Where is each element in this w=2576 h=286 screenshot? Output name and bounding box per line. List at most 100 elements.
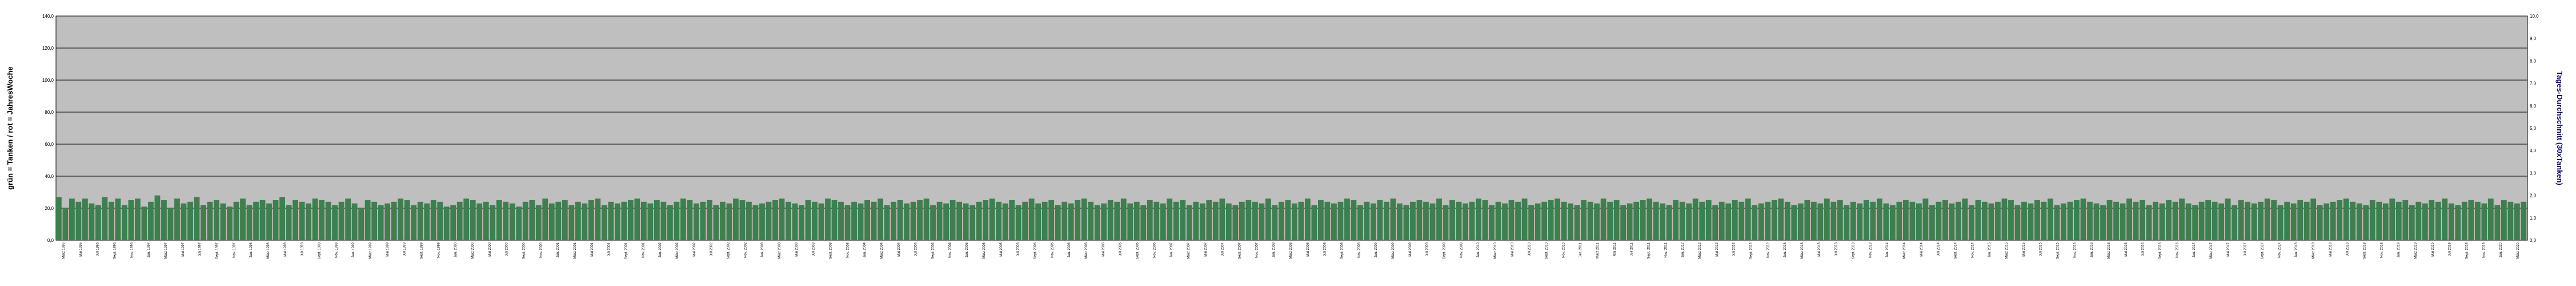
bar — [2323, 203, 2330, 240]
bar — [345, 198, 351, 240]
x-tick-label: Jan. 2003 — [761, 242, 764, 257]
x-tick-label: Jan. 2014 — [1886, 242, 1889, 257]
bar — [1193, 201, 1199, 240]
x-tick-label: Nov. 2010 — [1562, 242, 1565, 258]
bar — [562, 200, 568, 240]
bar — [456, 201, 463, 240]
bar — [575, 201, 581, 240]
bar — [1318, 200, 1324, 240]
x-tick-label: Juli 2002 — [710, 242, 714, 256]
bar — [1666, 205, 1672, 240]
bar — [319, 200, 324, 240]
x-tick-label: Juli 2008 — [1324, 242, 1327, 256]
x-tick-label: Juli 2014 — [1937, 242, 1941, 256]
x-tick-label: März 2013 — [1801, 242, 1804, 259]
bar — [1285, 200, 1291, 240]
x-tick-label: Mai 2012 — [1716, 242, 1719, 256]
bar — [844, 205, 851, 240]
bar — [1883, 203, 1889, 240]
x-tick-label: März 2016 — [2108, 242, 2111, 259]
bar — [273, 200, 279, 240]
bar — [1028, 198, 1035, 240]
bar — [371, 201, 378, 240]
bar — [884, 205, 890, 240]
bar — [2382, 203, 2389, 240]
bar — [1259, 203, 1265, 240]
bar — [1160, 203, 1166, 240]
x-tick-label: Juli 2001 — [608, 242, 611, 256]
bar — [1587, 201, 1593, 240]
bar — [220, 203, 226, 240]
x-tick-label: Nov. 2011 — [1664, 242, 1668, 257]
bar — [2284, 201, 2290, 240]
x-tick-label: Mai 1998 — [284, 242, 287, 256]
x-tick-label: Jan. 2001 — [556, 242, 560, 257]
x-tick-label: Juli 1996 — [97, 242, 100, 256]
bar — [2014, 205, 2021, 240]
bar — [2369, 200, 2375, 240]
bar — [411, 205, 417, 240]
bar — [1922, 198, 1929, 240]
bar — [700, 201, 706, 240]
bar — [1239, 201, 1245, 240]
bar — [424, 203, 430, 240]
bar — [2028, 203, 2034, 240]
x-tick-label: Jan. 2002 — [659, 242, 662, 257]
bar — [2356, 203, 2362, 240]
x-tick-label: Nov. 2000 — [539, 242, 543, 258]
bar — [2093, 203, 2100, 240]
bar — [582, 203, 588, 240]
bar — [1758, 203, 1764, 240]
bar — [259, 200, 266, 240]
bar — [2461, 201, 2467, 240]
bar — [167, 208, 174, 240]
bar — [1075, 200, 1081, 240]
bar — [201, 205, 206, 240]
x-tick-label: Mai 1999 — [386, 242, 390, 256]
x-tick-label: Sept. 2017 — [2261, 242, 2265, 259]
bar — [1995, 201, 2001, 240]
bar — [1607, 201, 1613, 240]
bar — [1771, 200, 1777, 240]
bar — [398, 198, 404, 240]
bar — [325, 201, 331, 240]
bar — [640, 201, 647, 240]
bar — [1982, 201, 1988, 240]
x-tick-label: Juli 2018 — [2346, 242, 2350, 256]
x-tick-label: Mai 1996 — [79, 242, 83, 256]
bar — [2133, 201, 2139, 240]
bar — [2310, 198, 2317, 240]
bar — [1804, 200, 1810, 240]
bar — [483, 201, 489, 240]
bar — [1364, 201, 1370, 240]
x-tick-label: Jan. 2016 — [2090, 242, 2094, 257]
bar — [2297, 200, 2303, 240]
bar — [1278, 201, 1284, 240]
bar — [2205, 200, 2212, 240]
y-right-tick-label: 5,0 — [2530, 126, 2537, 131]
bar — [2159, 203, 2165, 240]
bar — [2126, 198, 2132, 240]
bar — [338, 201, 344, 240]
x-tick-label: Juli 1997 — [199, 242, 202, 256]
y-left-tick-label: 120,0 — [42, 46, 54, 51]
bar — [1889, 205, 1896, 240]
x-tick-label: Jan. 2006 — [1068, 242, 1071, 257]
bar — [2041, 201, 2047, 240]
bar — [568, 205, 575, 240]
bar — [674, 201, 680, 240]
x-tick-label: Nov. 1997 — [233, 242, 236, 258]
bar — [1962, 198, 1968, 240]
bar — [1120, 198, 1127, 240]
bar — [2422, 203, 2428, 240]
x-tick-label: Nov. 2006 — [1153, 242, 1156, 258]
x-tick-label: März 2018 — [2312, 242, 2315, 259]
y-left-tick-label: 140,0 — [42, 14, 54, 19]
bar — [871, 201, 877, 240]
bar — [1351, 200, 1357, 240]
bar — [2048, 198, 2053, 240]
bar — [2389, 198, 2395, 240]
x-tick-label: Sept. 2000 — [522, 242, 526, 259]
bar — [312, 198, 318, 240]
bar — [1133, 201, 1140, 240]
